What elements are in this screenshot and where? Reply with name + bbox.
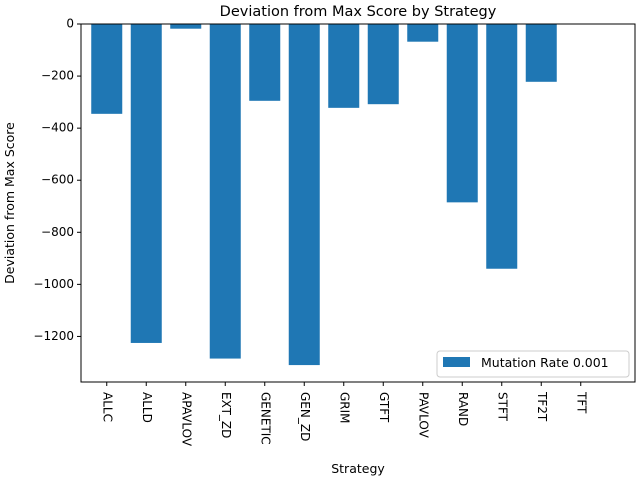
plot-area-frame xyxy=(80,23,636,383)
bar-apavlov xyxy=(170,24,202,29)
bar-pavlov xyxy=(407,24,439,42)
bar-alld xyxy=(130,24,162,343)
x-axis-ticks: ALLC ALLD APAVLOV EXT_ZD GENETIC GEN_ZD GRIM GT… xyxy=(100,382,588,447)
x-tick-label: GTFT xyxy=(377,392,391,423)
x-tick-label: GENETIC xyxy=(258,392,272,445)
x-tick-label: EXT_ZD xyxy=(219,392,233,438)
bar-allc xyxy=(91,24,123,114)
y-axis-label: Deviation from Max Score xyxy=(2,122,17,284)
y-tick-label: −800 xyxy=(41,225,74,239)
x-tick-label: PAVLOV xyxy=(416,392,430,439)
x-tick-label: GEN_ZD xyxy=(298,392,312,441)
y-tick-label: −400 xyxy=(41,121,74,135)
bar-gen-zd xyxy=(288,24,320,366)
legend: Mutation Rate 0.001 xyxy=(436,350,630,378)
bars-group xyxy=(91,24,557,366)
x-tick-label: STFT xyxy=(495,392,509,422)
y-tick-label: −1200 xyxy=(33,329,74,343)
y-tick-label: −200 xyxy=(41,69,74,83)
x-tick-label: RAND xyxy=(456,392,470,426)
x-tick-label: ALLC xyxy=(100,392,114,422)
bar-stft xyxy=(486,24,518,269)
x-tick-label: ALLD xyxy=(140,392,154,423)
bar-rand xyxy=(446,24,478,203)
y-axis-ticks: 0 −200 −400 −600 −800 −1000 −1200 xyxy=(33,17,81,343)
bar-grim xyxy=(328,24,360,108)
legend-box xyxy=(436,350,630,378)
y-tick-label: 0 xyxy=(66,17,74,31)
legend-swatch xyxy=(443,357,470,367)
legend-label: Mutation Rate 0.001 xyxy=(481,355,609,370)
y-tick-label: −600 xyxy=(41,173,74,187)
bar-genetic xyxy=(249,24,281,101)
x-tick-label: TF2T xyxy=(535,391,549,422)
bar-tf2t xyxy=(525,24,557,82)
x-tick-label: GRIM xyxy=(337,392,351,424)
chart-title: Deviation from Max Score by Strategy xyxy=(220,4,497,20)
y-tick-label: −1000 xyxy=(33,277,74,291)
x-tick-label: TFT xyxy=(574,391,588,414)
x-axis-label: Strategy xyxy=(331,461,385,476)
bar-gtft xyxy=(367,24,399,105)
x-tick-label: APAVLOV xyxy=(179,392,193,447)
bar-ext-zd xyxy=(209,24,241,359)
